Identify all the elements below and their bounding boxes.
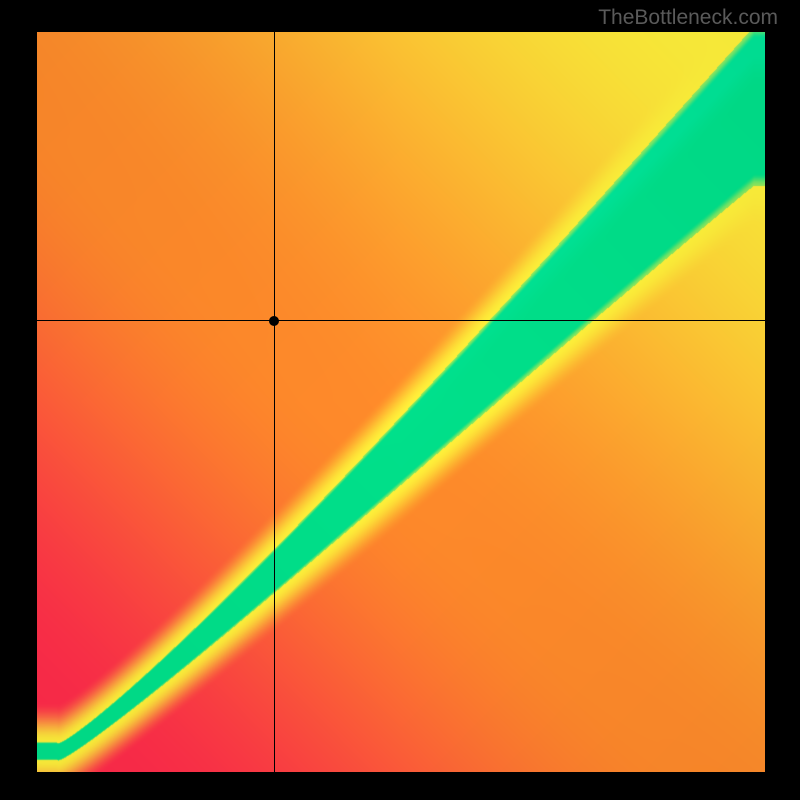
heatmap-plot	[37, 32, 765, 772]
crosshair-vertical	[274, 32, 275, 772]
watermark-text: TheBottleneck.com	[598, 6, 778, 30]
heatmap-canvas	[37, 32, 765, 772]
crosshair-horizontal	[37, 320, 765, 321]
data-point-marker	[269, 316, 279, 326]
